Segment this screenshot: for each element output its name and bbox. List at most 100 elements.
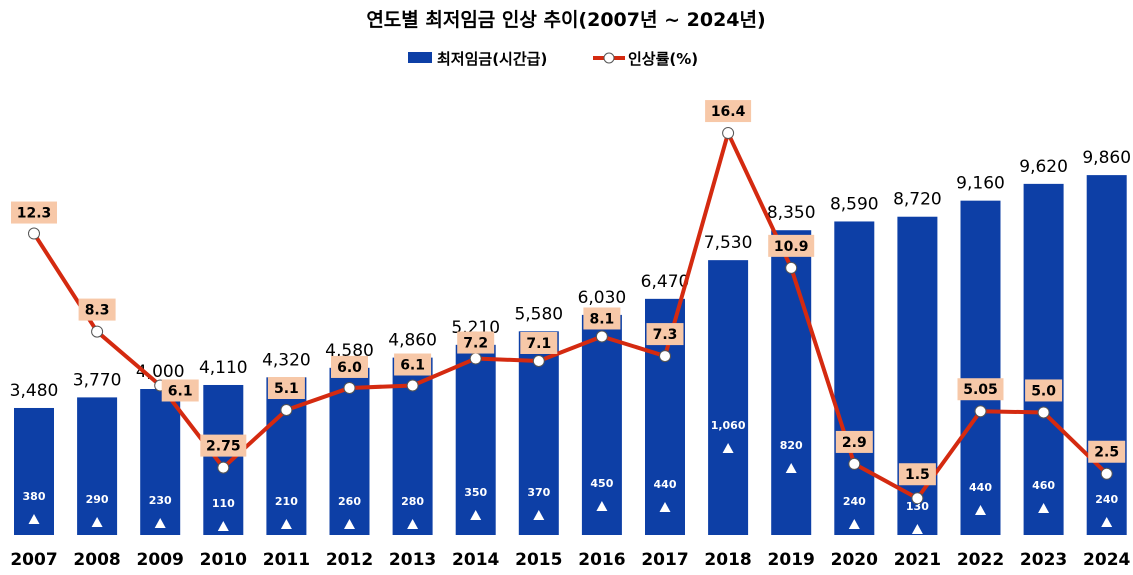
rate-label-bg-2021 [898,463,936,486]
increment-label-2013: 280 [401,495,424,508]
increment-label-2022: 440 [969,481,992,494]
rate-point-2013 [406,379,419,392]
rate-point-2015 [532,354,545,367]
bar-2010 [203,384,244,535]
increment-marker-2007 [28,514,40,524]
rate-label-2015: 7.1 [526,336,551,352]
rate-point-2020 [848,457,861,470]
rate-label-2016: 8.1 [589,311,614,327]
rate-point-2022 [974,405,987,418]
increment-marker-2023 [1038,503,1050,513]
increment-label-2024: 240 [1095,493,1118,506]
increment-marker-2009 [154,518,166,528]
rate-point-2010 [217,461,230,474]
rate-label-bg-2020 [835,430,873,453]
year-label-2015: 2015 [515,550,562,570]
increment-label-2018: 1,060 [711,419,746,432]
increment-marker-2024 [1101,517,1113,527]
rate-label-bg-2007 [11,201,57,224]
rate-label-2022: 5.05 [963,382,998,398]
rate-label-bg-2008 [78,298,116,321]
increment-label-2015: 370 [527,486,550,499]
bar-label-2017: 6,470 [641,272,690,292]
increment-label-2019: 820 [780,439,803,452]
rate-label-2007: 12.3 [17,206,52,222]
increment-label-2007: 380 [23,490,46,503]
rate-label-2024: 2.5 [1094,445,1119,461]
year-label-2019: 2019 [768,550,815,570]
rate-label-2014: 7.2 [463,336,488,352]
rate-point-2007 [28,227,40,240]
rate-label-2012: 6.0 [337,360,362,376]
rate-point-2008 [91,325,104,338]
increment-label-2008: 290 [86,493,109,506]
rate-label-bg-2024 [1088,440,1126,463]
increment-marker-2014 [470,510,482,520]
rate-label-2008: 8.3 [85,303,110,319]
rate-point-2014 [469,352,482,365]
increment-label-2011: 210 [275,495,298,508]
rate-label-bg-2017 [646,323,684,346]
bar-2023 [1023,183,1064,535]
rate-label-bg-2012 [331,355,368,378]
bar-label-2011: 4,320 [262,350,311,370]
rate-label-bg-2011 [267,377,305,400]
bar-label-2013: 4,860 [388,331,437,351]
year-label-2008: 2008 [73,550,120,570]
rate-label-2023: 5.0 [1031,383,1056,399]
bar-series [14,175,1127,536]
year-label-2016: 2016 [578,550,625,570]
bar-2007 [14,407,54,535]
year-label-2012: 2012 [326,550,373,570]
rate-point-2021 [911,492,924,505]
rate-label-2021: 1.5 [905,467,930,483]
increment-marker-2020 [848,519,860,529]
rate-label-bg-2015 [520,331,558,354]
legend-line-marker [603,52,615,64]
rate-point-2011 [280,404,293,417]
bar-label-2007: 3,480 [10,381,59,401]
rate-point-2023 [1037,406,1050,419]
bar-2024 [1086,175,1127,536]
increment-marker-2019 [785,463,797,473]
year-label-2014: 2014 [452,550,499,570]
rate-label-2019: 10.9 [774,239,809,255]
rate-point-2018 [722,127,735,140]
year-label-2020: 2020 [831,550,878,570]
rate-label-bg-2009 [161,379,199,402]
bar-label-2016: 6,030 [578,288,627,308]
rate-label-2009: 6.1 [168,383,193,399]
year-label-2009: 2009 [137,550,184,570]
rate-line-series [28,127,1113,505]
increment-marker-2017 [659,502,671,512]
bar-label-2020: 8,590 [830,194,879,214]
year-label-2022: 2022 [957,550,1004,570]
bar-2009 [140,389,181,535]
rate-point-2017 [659,350,671,363]
bar-label-2015: 5,580 [514,304,563,324]
chart-title: 연도별 최저임금 인상 추이(2007년 ~ 2024년) [366,9,765,31]
increment-label-2021: 130 [906,500,929,513]
rate-label-bg-2018 [705,100,752,123]
rate-label-2017: 7.3 [653,327,678,343]
rate-label-bg-2010 [200,434,247,457]
rate-label-bg-2016 [583,307,621,330]
rate-label-bg-2022 [957,378,1004,401]
bar-label-2019: 8,350 [767,203,816,223]
legend-line-label: 인상률(%) [628,50,698,68]
rate-label-2011: 5.1 [274,381,299,397]
bar-label-2010: 4,110 [199,358,248,378]
bar-2008 [77,397,118,535]
increment-label-2017: 440 [654,478,677,491]
bar-2019 [771,230,812,535]
increment-label-2016: 450 [590,477,613,490]
increment-label-2009: 230 [149,494,172,507]
legend-bar-swatch [408,52,432,63]
rate-point-2019 [785,261,798,274]
rate-line [32,131,1109,501]
increment-marker-2013 [407,519,419,529]
rate-point-2016 [595,330,608,343]
increment-label-2023: 460 [1032,479,1055,492]
rate-label-bg-2019 [768,234,815,257]
